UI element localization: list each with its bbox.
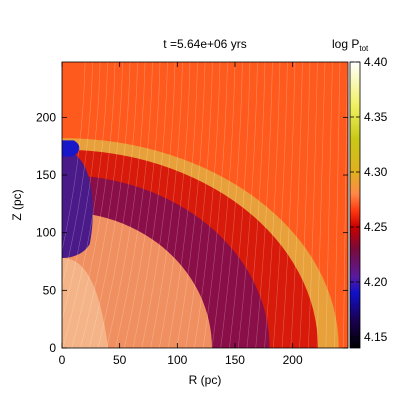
- streamline: [185, 62, 213, 348]
- inner-cavity: [62, 149, 93, 259]
- colorbar-gradient: [350, 62, 360, 348]
- plot-frame: [61, 61, 349, 349]
- streamline: [334, 62, 341, 348]
- streamline: [115, 62, 153, 348]
- x-axis-label: R (pc): [189, 373, 222, 387]
- streamline: [123, 62, 161, 348]
- streamline: [62, 62, 101, 321]
- chart-title: t =5.64e+06 yrs: [163, 37, 246, 51]
- streamline: [299, 62, 311, 348]
- streamline: [325, 62, 333, 348]
- colorbar-tick-label: 4.35: [364, 110, 388, 124]
- streamline: [264, 62, 281, 348]
- colorbar-label-sub: tot: [359, 44, 369, 53]
- streamline: [211, 62, 236, 348]
- y-tick-label: 50: [43, 283, 57, 297]
- y-tick-label: 100: [36, 226, 56, 240]
- colorbar-tick-label: 4.30: [364, 165, 388, 179]
- streamline: [237, 62, 258, 348]
- streamline: [71, 62, 116, 348]
- streamline: [106, 62, 146, 348]
- y-tick-label: 0: [49, 341, 56, 355]
- colorbar: 4.15 4.20 4.25 4.30 4.35 4.40 log Ptot: [332, 37, 388, 349]
- colorbar-tick-label: 4.20: [364, 275, 388, 289]
- y-axis: 0 50 100 150 200: [36, 110, 348, 355]
- streamline: [167, 62, 198, 348]
- x-tick-label: 200: [283, 353, 303, 367]
- streamline: [246, 62, 266, 348]
- colorbar-tick-label: 4.40: [364, 55, 388, 69]
- y-axis-label: Z (pc): [10, 189, 24, 220]
- streamline: [150, 62, 183, 348]
- streamline: [202, 62, 228, 348]
- colorbar-label: log Ptot: [332, 37, 369, 53]
- streamline: [141, 62, 176, 348]
- inner-jet-light: [62, 258, 109, 348]
- streamline: [194, 62, 221, 348]
- x-tick-label: 0: [59, 353, 66, 367]
- streamline: [132, 62, 168, 348]
- x-tick-label: 50: [113, 353, 127, 367]
- colorbar-label-main: log P: [332, 37, 359, 51]
- streamline: [272, 62, 288, 348]
- y-tick-label: 200: [36, 110, 56, 124]
- colorbar-tick-label: 4.25: [364, 220, 388, 234]
- plot-area: [62, 62, 348, 348]
- colorbar-tick-label: 4.15: [364, 330, 388, 344]
- streamline: [255, 62, 273, 348]
- top-blue-streak: [62, 140, 80, 157]
- streamline: [97, 62, 138, 348]
- streamline: [159, 62, 191, 348]
- colorbar-frame: [349, 61, 361, 349]
- streamline: [229, 62, 251, 348]
- streamline: [308, 62, 318, 348]
- streamline: [62, 62, 93, 288]
- streamline: [62, 62, 108, 348]
- colorbar-ticks: 4.15 4.20 4.25 4.30 4.35 4.40: [350, 55, 388, 344]
- streamline: [80, 62, 123, 348]
- streamline: [220, 62, 243, 348]
- y-tick-label: 150: [36, 168, 56, 182]
- x-axis: 0 50 100 150 200: [59, 62, 303, 367]
- streamline: [62, 62, 86, 253]
- streamline: [281, 62, 296, 348]
- x-tick-label: 100: [167, 353, 187, 367]
- x-tick-label: 150: [225, 353, 245, 367]
- streamline: [88, 62, 131, 348]
- streamline: [290, 62, 303, 348]
- streamline: [176, 62, 206, 348]
